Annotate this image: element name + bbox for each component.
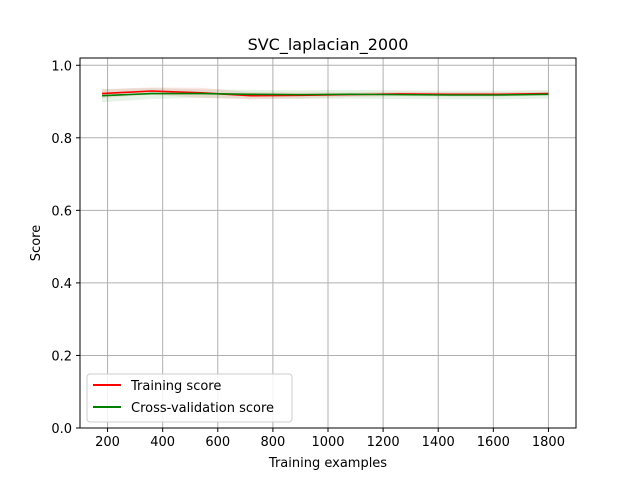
x-axis-label: Training examples	[268, 456, 387, 471]
y-tick-label: 0.8	[51, 132, 72, 147]
axis-ticks: 200 400 600 800 1000 1200 1400 1600 1800 0.0 0.2 0.…	[51, 59, 565, 450]
legend-label-cross-validation: Cross-validation score	[131, 401, 274, 416]
x-tick-label: 1200	[367, 435, 400, 450]
legend-box	[86, 373, 293, 423]
y-tick-label: 0.6	[51, 204, 72, 219]
x-tick-label: 1000	[311, 435, 344, 450]
confidence-band-0	[102, 87, 549, 100]
x-tick-label: 400	[150, 435, 175, 450]
legend: Training score Cross-validation score	[86, 373, 293, 423]
y-axis-label: Score	[29, 225, 44, 261]
x-tick-label: 200	[95, 435, 120, 450]
x-tick-label: 1800	[532, 435, 565, 450]
x-tick-label: 1600	[477, 435, 510, 450]
x-tick-label: 800	[260, 435, 285, 450]
y-tick-label: 1.0	[51, 59, 72, 74]
legend-label-training: Training score	[130, 379, 221, 394]
y-tick-label: 0.4	[51, 277, 72, 292]
series-line-1	[102, 92, 549, 97]
y-tick-label: 0.2	[51, 349, 72, 364]
chart-title: SVC_laplacian_2000	[248, 35, 409, 55]
y-tick-label: 0.0	[51, 422, 72, 437]
x-tick-label: 600	[205, 435, 230, 450]
series-lines	[102, 90, 549, 97]
x-tick-label: 1400	[422, 435, 455, 450]
